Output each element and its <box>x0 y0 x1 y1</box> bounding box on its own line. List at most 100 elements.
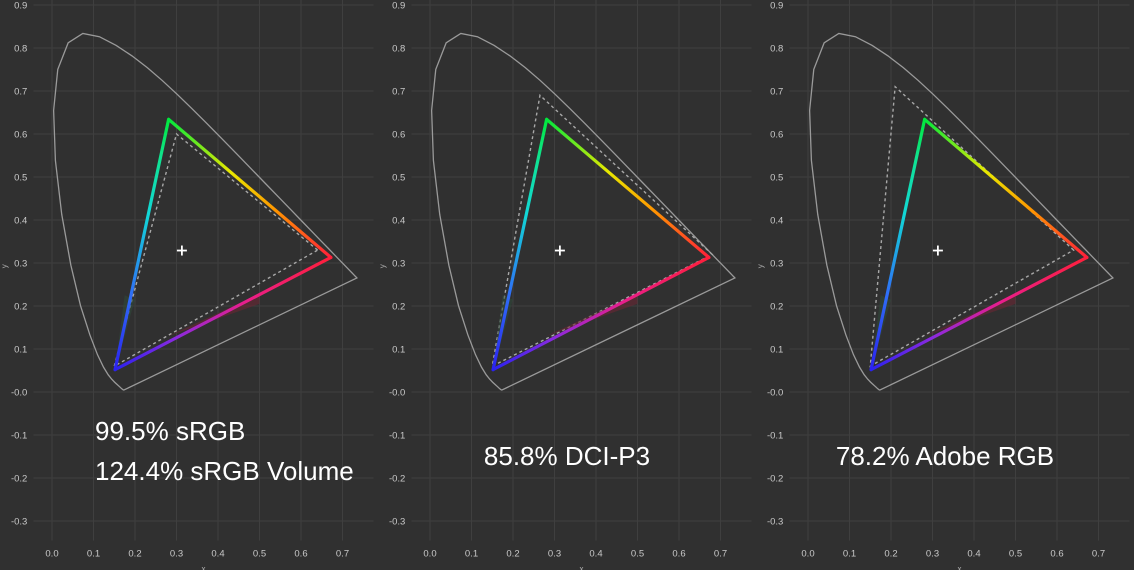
y-tick-label-2: 0.7 <box>392 87 405 98</box>
spectral-locus <box>430 32 736 391</box>
panel-background <box>756 0 1134 570</box>
y-tick-label-4: 0.5 <box>770 173 783 184</box>
x-tick-label-2: 0.2 <box>128 548 141 559</box>
x-tick-label-0: 0.0 <box>423 548 436 559</box>
y-tick-label-10: -0.1 <box>767 431 783 442</box>
y-tick-label-12: -0.3 <box>767 517 783 528</box>
panel-dcip3: 0.0 0.1 0.2 0.3 0.4 0.5 0.6 0.7 0.9 0.8 0.7 0.6 0.5 0… <box>378 0 756 570</box>
y-tick-label-10: -0.1 <box>389 431 405 442</box>
white-point-marker <box>554 245 565 256</box>
y-tick-label-8: 0.1 <box>392 345 405 356</box>
measured-gamut-edge-0 <box>545 117 711 260</box>
y-tick-label-6: 0.3 <box>14 259 27 270</box>
y-tick-label-4: 0.5 <box>392 173 405 184</box>
x-tick-label-6: 0.6 <box>672 548 685 559</box>
annotation-0-1: 124.4% sRGB Volume <box>95 456 354 486</box>
measured-gamut-edge-1 <box>869 255 1089 372</box>
y-tick-label-2: 0.7 <box>770 87 783 98</box>
grid-group-2 <box>789 0 1130 541</box>
y-tick-label-8: 0.1 <box>14 345 27 356</box>
panel-adobergb: 0.0 0.1 0.2 0.3 0.4 0.5 0.6 0.7 0.9 0.8 0.7 0.6 0.5 0… <box>756 0 1134 570</box>
measured-gamut-edge-0 <box>167 117 333 260</box>
y-tick-label-11: -0.2 <box>389 474 405 485</box>
x-tick-label-2: 0.2 <box>506 548 519 559</box>
x-tick-label-0: 0.0 <box>45 548 58 559</box>
y-tick-label-9: -0.0 <box>767 388 783 399</box>
y-tick-label-6: 0.3 <box>392 259 405 270</box>
y-tick-label-3: 0.6 <box>770 130 783 141</box>
measured-gamut-edge-2 <box>113 117 171 372</box>
y-tick-label-7: 0.2 <box>14 302 27 313</box>
y-tick-label-12: -0.3 <box>389 517 405 528</box>
y-tick-label-8: 0.1 <box>770 345 783 356</box>
x-tick-label-7: 0.7 <box>1092 548 1105 559</box>
panel-srgb: 0.0 0.1 0.2 0.3 0.4 0.5 0.6 0.7 0.9 0.8 0.7 0.6 0.5 0… <box>0 0 378 570</box>
x-tick-label-6: 0.6 <box>1050 548 1063 559</box>
x-tick-label-1: 0.1 <box>87 548 100 559</box>
y-tick-label-1: 0.8 <box>14 44 27 55</box>
x-tick-label-5: 0.5 <box>1009 548 1022 559</box>
x-tick-label-4: 0.4 <box>967 548 980 559</box>
plot-canvas-2: 0.0 0.1 0.2 0.3 0.4 0.5 0.6 0.7 0.9 0.8 0.7 0.6 0.5 0… <box>756 0 1134 570</box>
x-tick-label-2: 0.2 <box>884 548 897 559</box>
measured-gamut-edge-2 <box>869 117 927 372</box>
y-tick-label-3: 0.6 <box>14 130 27 141</box>
x-tick-label-1: 0.1 <box>465 548 478 559</box>
y-tick-label-5: 0.4 <box>392 216 405 227</box>
x-tick-label-4: 0.4 <box>589 548 602 559</box>
x-tick-label-3: 0.3 <box>548 548 561 559</box>
y-tick-label-10: -0.1 <box>11 431 27 442</box>
y-tick-label-11: -0.2 <box>11 474 27 485</box>
spectral-locus <box>52 32 358 391</box>
y-tick-label-7: 0.2 <box>770 302 783 313</box>
y-tick-label-11: -0.2 <box>767 474 783 485</box>
annotation-0-0: 99.5% sRGB <box>95 416 245 446</box>
plot-canvas-0: 0.0 0.1 0.2 0.3 0.4 0.5 0.6 0.7 0.9 0.8 0.7 0.6 0.5 0… <box>0 0 378 570</box>
x-tick-label-7: 0.7 <box>336 548 349 559</box>
y-tick-label-7: 0.2 <box>392 302 405 313</box>
y-tick-label-5: 0.4 <box>14 216 27 227</box>
y-tick-label-9: -0.0 <box>11 388 27 399</box>
y-tick-label-12: -0.3 <box>11 517 27 528</box>
y-axis-title: y <box>756 264 765 268</box>
x-tick-label-6: 0.6 <box>294 548 307 559</box>
x-tick-label-5: 0.5 <box>253 548 266 559</box>
measured-gamut-edge-0 <box>923 117 1089 260</box>
y-tick-label-0: 0.9 <box>392 1 405 12</box>
y-tick-label-3: 0.6 <box>392 130 405 141</box>
y-axis-title: y <box>378 264 387 268</box>
spectral-locus <box>808 32 1114 391</box>
measured-gamut-edge-1 <box>491 255 711 372</box>
x-tick-label-3: 0.3 <box>926 548 939 559</box>
y-tick-label-1: 0.8 <box>392 44 405 55</box>
grid-group-0 <box>33 0 374 541</box>
y-tick-label-1: 0.8 <box>770 44 783 55</box>
y-tick-label-2: 0.7 <box>14 87 27 98</box>
y-axis-title: y <box>0 264 9 268</box>
x-axis-title: x <box>201 564 205 570</box>
x-axis-title: x <box>579 564 583 570</box>
measured-gamut-edge-2 <box>491 117 549 372</box>
x-tick-label-7: 0.7 <box>714 548 727 559</box>
panel-background <box>0 0 378 570</box>
y-tick-label-9: -0.0 <box>389 388 405 399</box>
gamut-hint-magenta <box>168 293 260 337</box>
x-axis-title: x <box>957 564 961 570</box>
annotation-1-0: 85.8% DCI-P3 <box>484 441 650 471</box>
y-tick-label-0: 0.9 <box>770 1 783 12</box>
white-point-marker <box>176 245 187 256</box>
x-tick-label-0: 0.0 <box>801 548 814 559</box>
white-point-marker <box>932 245 943 256</box>
y-tick-label-6: 0.3 <box>770 259 783 270</box>
x-tick-label-3: 0.3 <box>170 548 183 559</box>
y-tick-label-5: 0.4 <box>770 216 783 227</box>
annotation-2-0: 78.2% Adobe RGB <box>836 441 1054 471</box>
measured-gamut-edge-1 <box>113 255 333 372</box>
x-tick-label-4: 0.4 <box>211 548 224 559</box>
plot-canvas-1: 0.0 0.1 0.2 0.3 0.4 0.5 0.6 0.7 0.9 0.8 0.7 0.6 0.5 0… <box>378 0 756 570</box>
x-tick-label-5: 0.5 <box>631 548 644 559</box>
reference-gamut-triangle <box>113 132 319 368</box>
y-tick-label-4: 0.5 <box>14 173 27 184</box>
panel-background <box>378 0 756 570</box>
